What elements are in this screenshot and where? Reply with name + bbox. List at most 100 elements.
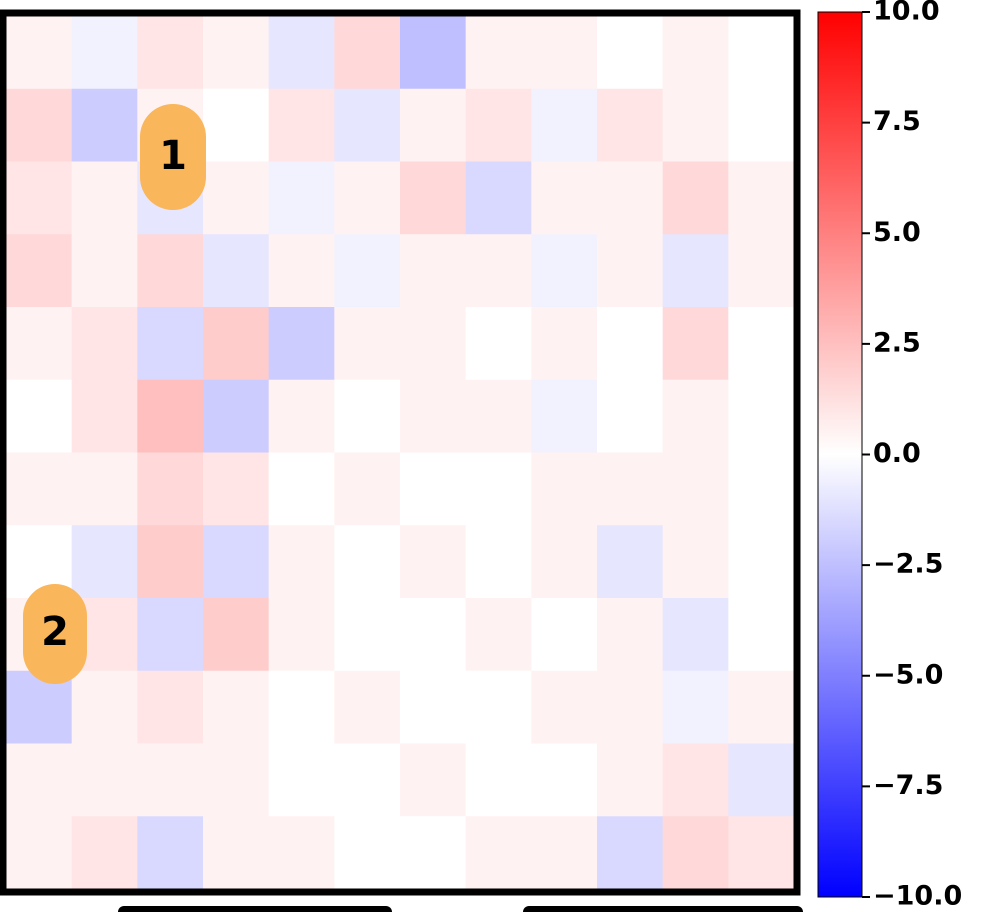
- heatmap-cell: [137, 743, 204, 817]
- heatmap-cell: [71, 379, 138, 453]
- heatmap-cell: [400, 743, 467, 817]
- heatmap-cell: [400, 452, 467, 526]
- heatmap-cell: [203, 670, 270, 744]
- colorbar-tick-label: −5.0: [873, 659, 943, 690]
- annotation-badge: [23, 584, 87, 684]
- heatmap-cell: [137, 525, 204, 599]
- heatmap-cell: [203, 307, 270, 381]
- heatmap-cell: [531, 307, 598, 381]
- heatmap-cell: [662, 670, 729, 744]
- heatmap-cell: [597, 307, 664, 381]
- heatmap-cell: [6, 88, 73, 162]
- colorbar: [817, 11, 863, 898]
- annotation: 2: [41, 609, 69, 655]
- heatmap-cell: [597, 88, 664, 162]
- heatmap-cell: [662, 743, 729, 817]
- heatmap-cell: [728, 598, 795, 672]
- heatmap-cell: [531, 525, 598, 599]
- heatmap-cell: [268, 743, 335, 817]
- heatmap-cell: [400, 670, 467, 744]
- colorbar-tick-label: 2.5: [873, 327, 921, 358]
- heatmap-cell: [268, 670, 335, 744]
- heatmap-cell: [400, 379, 467, 453]
- heatmap-cell: [465, 161, 532, 235]
- heatmap-cell: [71, 743, 138, 817]
- heatmap-cell: [728, 161, 795, 235]
- heatmap-cell: [531, 234, 598, 308]
- heatmap-cell: [597, 452, 664, 526]
- heatmap-cell: [334, 161, 401, 235]
- heatmap-cell: [334, 307, 401, 381]
- annotation-badge: [140, 104, 206, 210]
- heatmap-cell: [662, 598, 729, 672]
- heatmap-cell: [400, 88, 467, 162]
- heatmap-cell: [597, 379, 664, 453]
- heatmap-cell: [137, 816, 204, 890]
- heatmap-cell: [465, 88, 532, 162]
- heatmap-cell: [6, 234, 73, 308]
- heatmap-cell: [268, 234, 335, 308]
- colorbar-tick-label: 7.5: [873, 106, 921, 137]
- heatmap-cell: [728, 307, 795, 381]
- heatmap-cell: [597, 670, 664, 744]
- heatmap-cell: [268, 307, 335, 381]
- heatmap-cell: [531, 452, 598, 526]
- heatmap-cell: [531, 670, 598, 744]
- heatmap-cell: [662, 88, 729, 162]
- heatmap: [6, 16, 795, 890]
- heatmap-cell: [662, 379, 729, 453]
- heatmap-cell: [662, 234, 729, 308]
- heatmap-cell: [597, 525, 664, 599]
- heatmap-cell: [203, 234, 270, 308]
- heatmap-cell: [268, 16, 335, 90]
- heatmap-cell: [137, 452, 204, 526]
- colorbar-tick-label: 10.0: [873, 0, 940, 27]
- heatmap-cell: [728, 234, 795, 308]
- heatmap-cell: [71, 234, 138, 308]
- heatmap-cell: [334, 598, 401, 672]
- heatmap-cell: [531, 598, 598, 672]
- heatmap-cell: [662, 525, 729, 599]
- heatmap-cell: [334, 88, 401, 162]
- heatmap-cell: [6, 379, 73, 453]
- heatmap-cell: [465, 598, 532, 672]
- heatmap-cell: [71, 161, 138, 235]
- heatmap-cell: [6, 743, 73, 817]
- toolbar-bar: [118, 906, 392, 912]
- heatmap-cell: [597, 234, 664, 308]
- heatmap-cell: [268, 525, 335, 599]
- heatmap-cell: [334, 525, 401, 599]
- heatmap-cell: [203, 816, 270, 890]
- heatmap-cell: [203, 598, 270, 672]
- heatmap-cell: [137, 234, 204, 308]
- heatmap-cell: [531, 816, 598, 890]
- toolbar-bar: [523, 906, 803, 912]
- heatmap-cell: [203, 16, 270, 90]
- heatmap-cell: [268, 816, 335, 890]
- heatmap-cell: [728, 379, 795, 453]
- heatmap-cell: [203, 452, 270, 526]
- plot-frame: [0, 9, 801, 896]
- heatmap-cell: [662, 307, 729, 381]
- heatmap-cell: [334, 234, 401, 308]
- heatmap-cell: [597, 161, 664, 235]
- heatmap-cell: [465, 234, 532, 308]
- colorbar-tick-label: −7.5: [873, 770, 943, 801]
- heatmap-cell: [465, 16, 532, 90]
- heatmap-cell: [465, 379, 532, 453]
- heatmap-cell: [6, 452, 73, 526]
- heatmap-cell: [137, 670, 204, 744]
- heatmap-cell: [728, 88, 795, 162]
- heatmap-cell: [203, 379, 270, 453]
- heatmap-cell: [71, 452, 138, 526]
- heatmap-cell: [268, 88, 335, 162]
- heatmap-cell: [465, 525, 532, 599]
- heatmap-cell: [268, 598, 335, 672]
- heatmap-cell: [203, 161, 270, 235]
- heatmap-cell: [137, 16, 204, 90]
- heatmap-cell: [137, 307, 204, 381]
- heatmap-cell: [400, 307, 467, 381]
- heatmap-cell: [662, 16, 729, 90]
- heatmap-cell: [400, 816, 467, 890]
